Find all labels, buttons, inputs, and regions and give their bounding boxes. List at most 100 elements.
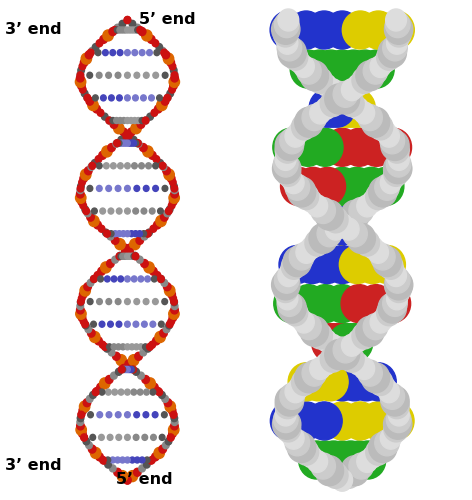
Circle shape: [89, 216, 99, 226]
Circle shape: [348, 98, 369, 120]
Circle shape: [140, 144, 147, 152]
Circle shape: [273, 21, 298, 47]
Circle shape: [150, 321, 156, 327]
Circle shape: [129, 20, 136, 28]
Circle shape: [91, 321, 96, 327]
Circle shape: [101, 95, 106, 101]
Circle shape: [316, 441, 352, 479]
Circle shape: [171, 422, 178, 430]
Circle shape: [131, 276, 137, 282]
Circle shape: [147, 344, 153, 350]
Circle shape: [156, 44, 162, 51]
Circle shape: [106, 117, 112, 124]
Circle shape: [161, 412, 167, 418]
Circle shape: [143, 461, 150, 468]
Circle shape: [370, 246, 405, 284]
Circle shape: [162, 396, 169, 402]
Circle shape: [349, 453, 373, 479]
Circle shape: [130, 136, 137, 143]
Circle shape: [138, 344, 144, 350]
Circle shape: [82, 206, 88, 213]
Circle shape: [99, 321, 105, 327]
Circle shape: [387, 406, 411, 432]
Circle shape: [164, 169, 174, 180]
Text: 5’ end: 5’ end: [116, 472, 172, 488]
Circle shape: [130, 27, 135, 33]
Circle shape: [121, 118, 126, 124]
Circle shape: [153, 221, 161, 229]
Circle shape: [377, 300, 401, 326]
Circle shape: [169, 314, 177, 322]
Circle shape: [114, 118, 119, 124]
Circle shape: [120, 364, 127, 372]
Circle shape: [164, 94, 171, 102]
Circle shape: [319, 89, 355, 127]
Circle shape: [87, 186, 93, 192]
Circle shape: [170, 411, 177, 418]
Circle shape: [146, 163, 152, 169]
Circle shape: [134, 412, 140, 418]
Circle shape: [283, 300, 308, 326]
Circle shape: [120, 230, 126, 236]
Circle shape: [299, 441, 335, 479]
Circle shape: [100, 456, 106, 464]
Circle shape: [114, 140, 120, 146]
Circle shape: [159, 434, 165, 440]
Circle shape: [339, 246, 375, 284]
Circle shape: [302, 104, 327, 130]
Circle shape: [357, 195, 378, 217]
Circle shape: [325, 206, 361, 244]
Circle shape: [275, 392, 300, 418]
Circle shape: [368, 168, 404, 205]
Circle shape: [378, 293, 406, 323]
Circle shape: [165, 94, 171, 101]
Circle shape: [147, 36, 155, 44]
Circle shape: [381, 130, 409, 160]
Circle shape: [100, 36, 108, 44]
Circle shape: [348, 353, 369, 375]
Circle shape: [120, 366, 126, 372]
Circle shape: [315, 456, 344, 486]
Circle shape: [379, 254, 403, 280]
Circle shape: [107, 233, 114, 240]
Circle shape: [117, 208, 122, 214]
Circle shape: [108, 349, 115, 356]
Text: 5’ end: 5’ end: [139, 12, 196, 28]
Circle shape: [275, 386, 303, 416]
Circle shape: [104, 345, 110, 352]
Circle shape: [285, 125, 306, 147]
Circle shape: [84, 94, 91, 102]
Circle shape: [310, 102, 330, 124]
Circle shape: [86, 97, 93, 105]
Circle shape: [385, 137, 409, 163]
Circle shape: [169, 424, 179, 435]
Circle shape: [144, 230, 151, 237]
Circle shape: [171, 70, 178, 78]
Circle shape: [125, 366, 130, 372]
Circle shape: [110, 163, 116, 169]
Circle shape: [115, 186, 121, 192]
Circle shape: [310, 358, 330, 380]
Circle shape: [152, 337, 160, 345]
Circle shape: [134, 24, 141, 31]
Circle shape: [311, 453, 336, 479]
Circle shape: [138, 372, 144, 379]
Circle shape: [366, 184, 390, 210]
Circle shape: [80, 318, 87, 325]
Circle shape: [131, 122, 141, 134]
Circle shape: [76, 76, 86, 88]
Circle shape: [125, 298, 130, 304]
Circle shape: [171, 298, 177, 305]
Circle shape: [145, 276, 151, 282]
Circle shape: [273, 128, 309, 166]
Circle shape: [363, 58, 388, 84]
Circle shape: [163, 53, 174, 64]
Circle shape: [126, 254, 132, 260]
Circle shape: [116, 253, 123, 260]
Circle shape: [109, 95, 114, 101]
Circle shape: [289, 51, 310, 73]
Circle shape: [91, 276, 97, 282]
Circle shape: [337, 324, 373, 362]
Circle shape: [150, 389, 156, 395]
Circle shape: [309, 89, 345, 127]
